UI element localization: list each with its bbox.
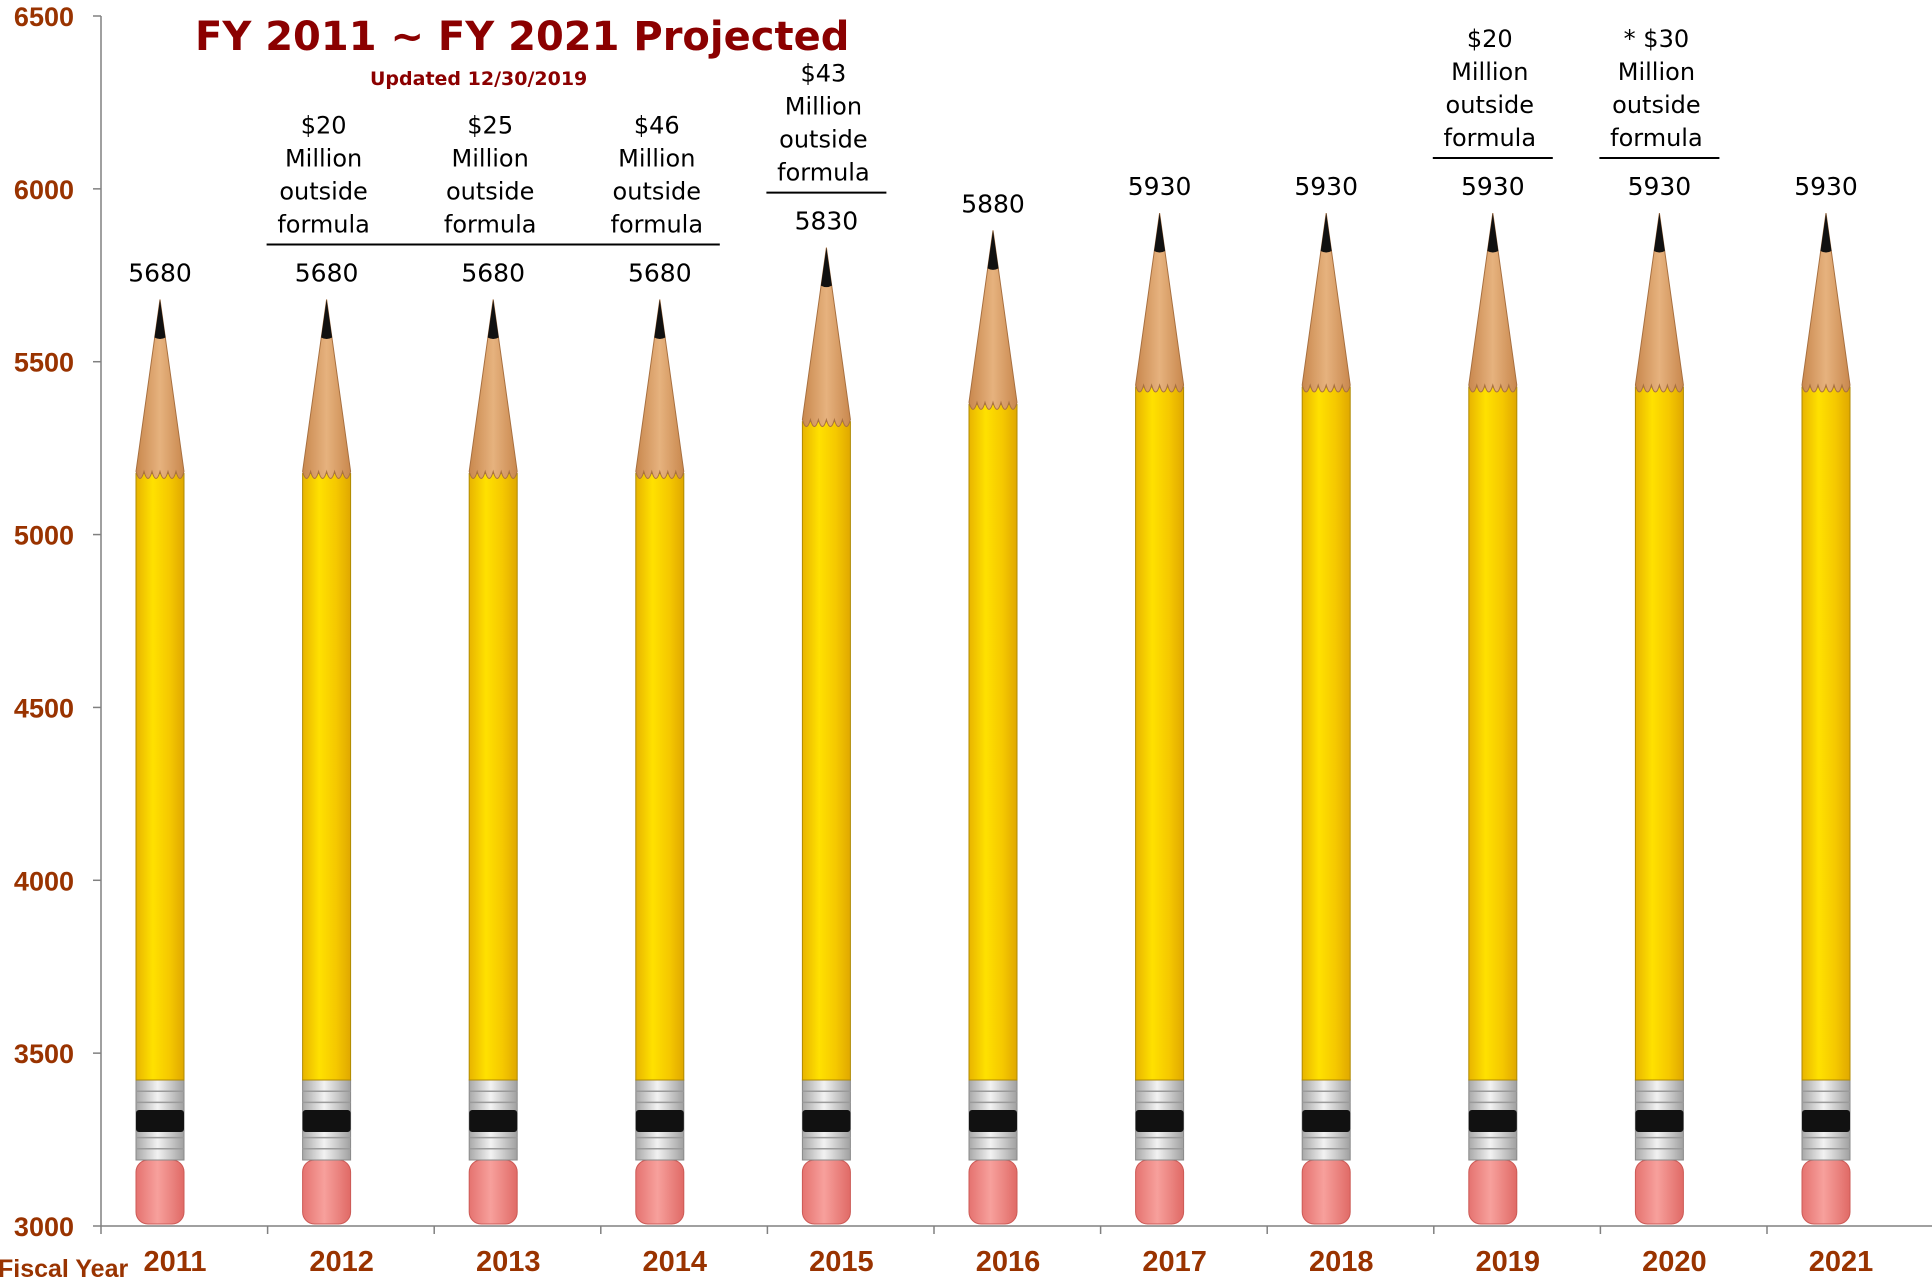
bar-pencil	[1468, 212, 1518, 1225]
annotation-line: Million	[452, 144, 529, 172]
chart-title-group: FY 2011 ~ FY 2021 Projected Updated 12/3…	[195, 14, 849, 90]
data-label: 5930	[1461, 172, 1525, 201]
pencil-series	[135, 212, 1851, 1225]
bar-pencil	[635, 299, 685, 1225]
data-label: 5930	[1628, 172, 1692, 201]
annotation-line: formula	[444, 210, 537, 238]
y-tick-label: 6000	[14, 175, 74, 205]
annotation-line: Million	[1618, 58, 1695, 86]
y-tick-label: 3000	[14, 1212, 74, 1242]
annotation-line: outside	[446, 177, 534, 205]
annotation-line: outside	[279, 177, 367, 205]
x-tick-label: 2016	[976, 1246, 1041, 1278]
x-tick-label: 2017	[1142, 1246, 1207, 1278]
annotation-line: outside	[613, 177, 701, 205]
data-label: 5880	[961, 189, 1025, 218]
x-tick-label: 2012	[309, 1246, 374, 1278]
annotation-note: $46 Million outside formula	[611, 111, 704, 238]
bar-pencil	[968, 230, 1018, 1225]
y-tick-label: 6500	[14, 2, 74, 32]
annotation-line: Million	[618, 144, 695, 172]
annotation-line: outside	[779, 126, 867, 154]
annotation-note: $20 Million outside formula	[277, 111, 370, 238]
annotation-line: Million	[1451, 58, 1528, 86]
annotation-line: outside	[1612, 91, 1700, 119]
annotation-line: Million	[785, 93, 862, 121]
x-tick-label: 2020	[1642, 1246, 1707, 1278]
annotation-line: * $30	[1624, 25, 1689, 53]
bar-pencil	[1801, 212, 1851, 1225]
annotation-line: formula	[611, 210, 704, 238]
y-tick-label: 5500	[14, 348, 74, 378]
bar-pencil	[1135, 212, 1185, 1225]
data-label: 5830	[795, 207, 859, 236]
annotation-note: $43 Million outside formula	[777, 60, 870, 187]
annotation-line: formula	[277, 210, 370, 238]
bar-pencil	[1301, 212, 1351, 1225]
x-tick-label: 2013	[476, 1246, 541, 1278]
y-tick-label: 4500	[14, 693, 74, 723]
annotation-line: $20	[301, 111, 347, 139]
axes: 3000 3500 4000 4500 5000 5500 6000 6500 2011 2012…	[14, 2, 1932, 1278]
x-tick-label: 2021	[1809, 1246, 1874, 1278]
annotation-line: $46	[634, 111, 680, 139]
x-tick-label: 2014	[643, 1246, 708, 1278]
x-tick-label: 2011	[144, 1246, 207, 1278]
bar-pencil	[468, 299, 518, 1225]
data-label: 5680	[628, 258, 692, 287]
annotation-line: formula	[1610, 124, 1703, 152]
annotation-note: * $30 Million outside formula	[1610, 25, 1703, 152]
bar-pencil	[1634, 212, 1684, 1225]
annotation-line: Million	[285, 144, 362, 172]
annotation-note: $25 Million outside formula	[444, 111, 537, 238]
data-label: 5680	[295, 258, 359, 287]
data-label: 5680	[461, 258, 525, 287]
y-tick-label: 3500	[14, 1039, 74, 1069]
data-label: 5930	[1294, 172, 1358, 201]
annotation-line: $25	[467, 111, 513, 139]
x-tick-label: 2015	[809, 1246, 874, 1278]
annotation-line: $20	[1467, 25, 1513, 53]
annotation-line: outside	[1446, 91, 1534, 119]
chart-subtitle: Updated 12/30/2019	[370, 68, 587, 90]
data-label: 5680	[128, 258, 192, 287]
x-axis-label: Fiscal Year	[0, 1255, 128, 1281]
annotation-note: $20 Million outside formula	[1444, 25, 1537, 152]
data-label: 5930	[1128, 172, 1192, 201]
value-labels: 5680 5680 5680 5680 5830 5880 5930 5930 5930 5930…	[128, 172, 1858, 287]
annotation-line: formula	[1444, 124, 1537, 152]
y-tick-label: 4000	[14, 866, 74, 896]
bar-pencil	[801, 247, 851, 1225]
chart-title: FY 2011 ~ FY 2021 Projected	[195, 14, 849, 60]
x-tick-label: 2018	[1309, 1246, 1374, 1278]
data-label: 5930	[1794, 172, 1858, 201]
x-tick-label: 2019	[1476, 1246, 1541, 1278]
annotation-line: $43	[800, 60, 846, 88]
y-tick-label: 5000	[14, 521, 74, 551]
bar-pencil	[302, 299, 352, 1225]
annotations: $20 Million outside formula $25 Million outsid…	[266, 25, 1720, 246]
bar-pencil	[135, 299, 185, 1225]
annotation-line: formula	[777, 159, 870, 187]
